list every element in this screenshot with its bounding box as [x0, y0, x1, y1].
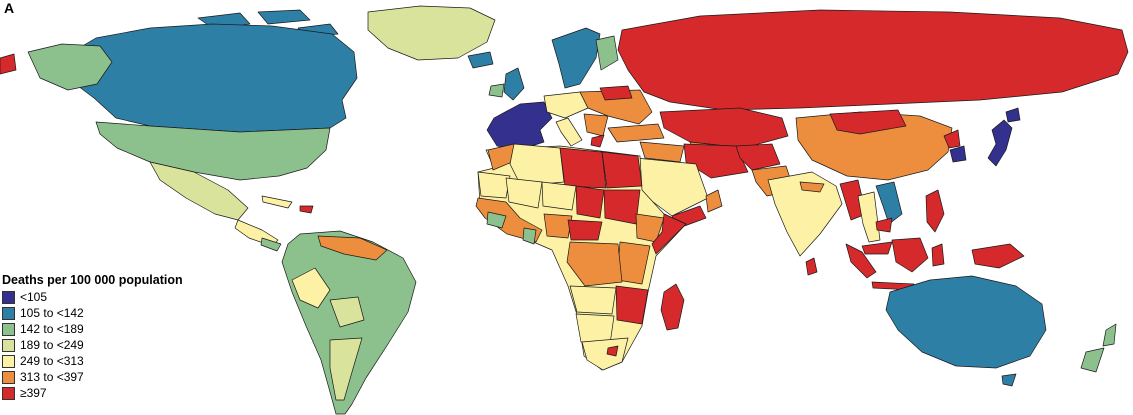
region-zambia-zimbabwe-mozambique [615, 285, 649, 325]
legend-item: <105 [2, 289, 183, 305]
region-sudan [603, 189, 641, 225]
region-sri-lanka [805, 257, 818, 276]
legend-label: 189 to <249 [20, 338, 84, 352]
region-japan [987, 107, 1021, 167]
legend-label: 249 to <313 [20, 354, 84, 368]
legend-swatch [2, 370, 15, 384]
region-cambodia [875, 217, 893, 233]
region-philippines [925, 189, 945, 233]
region-finland [595, 35, 619, 71]
legend-swatch [2, 354, 15, 368]
region-south-korea [949, 145, 967, 163]
legend-item: 142 to <189 [2, 321, 183, 337]
region-cuba [261, 195, 293, 209]
region-bolivia-paraguay [329, 296, 365, 328]
region-india [767, 171, 843, 257]
region-vietnam [875, 181, 903, 225]
region-new-guinea [971, 243, 1025, 269]
region-russia [617, 9, 1129, 111]
region-madagascar [660, 283, 685, 331]
region-nepal [799, 181, 825, 193]
region-thailand [857, 191, 881, 243]
region-chad [575, 185, 605, 219]
legend-label: ≥397 [20, 386, 47, 400]
region-ireland [488, 83, 505, 98]
legend-label: 313 to <397 [20, 370, 84, 384]
region-mali [505, 177, 543, 209]
legend-label: <105 [20, 290, 48, 304]
legend-swatch [2, 290, 15, 304]
region-guinea [486, 211, 507, 229]
legend-item: 249 to <313 [2, 353, 183, 369]
region-australia [885, 275, 1047, 369]
legend-swatch [2, 386, 15, 400]
region-south-africa [581, 337, 629, 371]
region-somalia [651, 213, 687, 255]
legend-label: 142 to <189 [20, 322, 84, 336]
region-united-kingdom [503, 67, 525, 101]
region-eastern-europe [579, 89, 653, 125]
region-chukotka [0, 53, 17, 75]
region-central-europe [543, 91, 589, 119]
region-oman [705, 189, 723, 213]
region-afghanistan [735, 143, 781, 171]
region-north-korea [943, 129, 961, 149]
region-tasmania [1001, 373, 1017, 387]
legend-item: 313 to <397 [2, 369, 183, 385]
legend-item: ≥397 [2, 385, 183, 401]
region-iceland [467, 51, 494, 69]
region-new-zealand [1080, 323, 1117, 373]
legend-title: Deaths per 100 000 population [2, 273, 183, 287]
region-argentina [329, 337, 363, 401]
region-canada [61, 23, 358, 133]
legend-item: 189 to <249 [2, 337, 183, 353]
map-legend: Deaths per 100 000 population <105 105 t… [2, 273, 183, 401]
region-balkans [583, 113, 609, 137]
region-turkey [607, 123, 665, 143]
region-nigeria [543, 213, 573, 239]
region-greece [590, 134, 605, 148]
region-usa [95, 121, 331, 181]
legend-swatch [2, 306, 15, 320]
legend-swatch [2, 322, 15, 336]
region-levant-iraq [639, 141, 685, 163]
region-greenland [367, 5, 496, 61]
region-angola [569, 285, 617, 315]
region-mongolia [829, 109, 907, 135]
region-drc [566, 241, 623, 287]
legend-label: 105 to <142 [20, 306, 84, 320]
region-cameroon-car [567, 219, 603, 241]
region-egypt [601, 151, 643, 189]
region-kazakhstan [659, 107, 789, 149]
region-alaska [27, 43, 113, 91]
region-peru [291, 267, 331, 309]
region-libya [559, 147, 607, 189]
region-scandinavia [551, 27, 601, 89]
region-panama [260, 237, 282, 252]
region-hispaniola [299, 205, 314, 214]
legend-item: 105 to <142 [2, 305, 183, 321]
panel-label: A [4, 0, 15, 16]
region-lesotho [606, 345, 619, 357]
region-ghana [522, 227, 537, 245]
region-western-europe [486, 101, 553, 151]
region-iran [683, 143, 749, 179]
region-niger [541, 181, 577, 211]
region-mauritania [477, 171, 511, 199]
region-belarus [599, 85, 633, 101]
region-italy [555, 117, 583, 147]
legend-swatch [2, 338, 15, 352]
region-venezuela-guyana [317, 235, 388, 261]
region-malaysia [861, 241, 893, 255]
